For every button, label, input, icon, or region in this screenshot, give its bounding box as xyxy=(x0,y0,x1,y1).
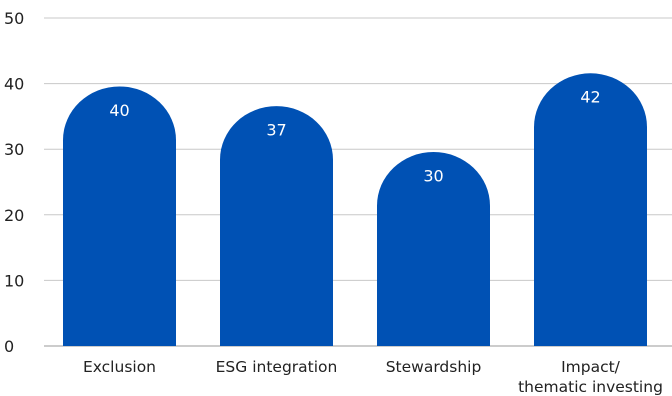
data-label: 37 xyxy=(266,121,286,140)
data-label: 40 xyxy=(109,101,129,120)
y-tick-label: 30 xyxy=(4,140,24,159)
x-category-label: Impact/thematic investing xyxy=(518,358,663,396)
y-axis-ticks: 0 10 20 30 40 50 xyxy=(4,9,24,356)
data-label: 30 xyxy=(423,166,443,185)
y-tick-label: 20 xyxy=(4,206,24,225)
y-tick-label: 40 xyxy=(4,75,24,94)
x-category-label: Stewardship xyxy=(386,358,482,376)
x-axis-categories: Exclusion ESG integration Stewardship Impac… xyxy=(83,358,663,396)
bar-2 xyxy=(377,152,490,346)
bar-3 xyxy=(534,73,647,347)
x-category-label: Exclusion xyxy=(83,358,156,376)
y-tick-label: 50 xyxy=(4,9,24,28)
bar-0 xyxy=(63,86,176,346)
bars xyxy=(63,73,647,347)
x-category-label: ESG integration xyxy=(216,358,338,376)
data-labels: 40 37 30 42 xyxy=(109,88,600,186)
y-tick-label: 0 xyxy=(4,337,14,356)
bar-1 xyxy=(220,106,333,346)
y-tick-label: 10 xyxy=(4,271,24,290)
data-label: 42 xyxy=(580,88,600,107)
